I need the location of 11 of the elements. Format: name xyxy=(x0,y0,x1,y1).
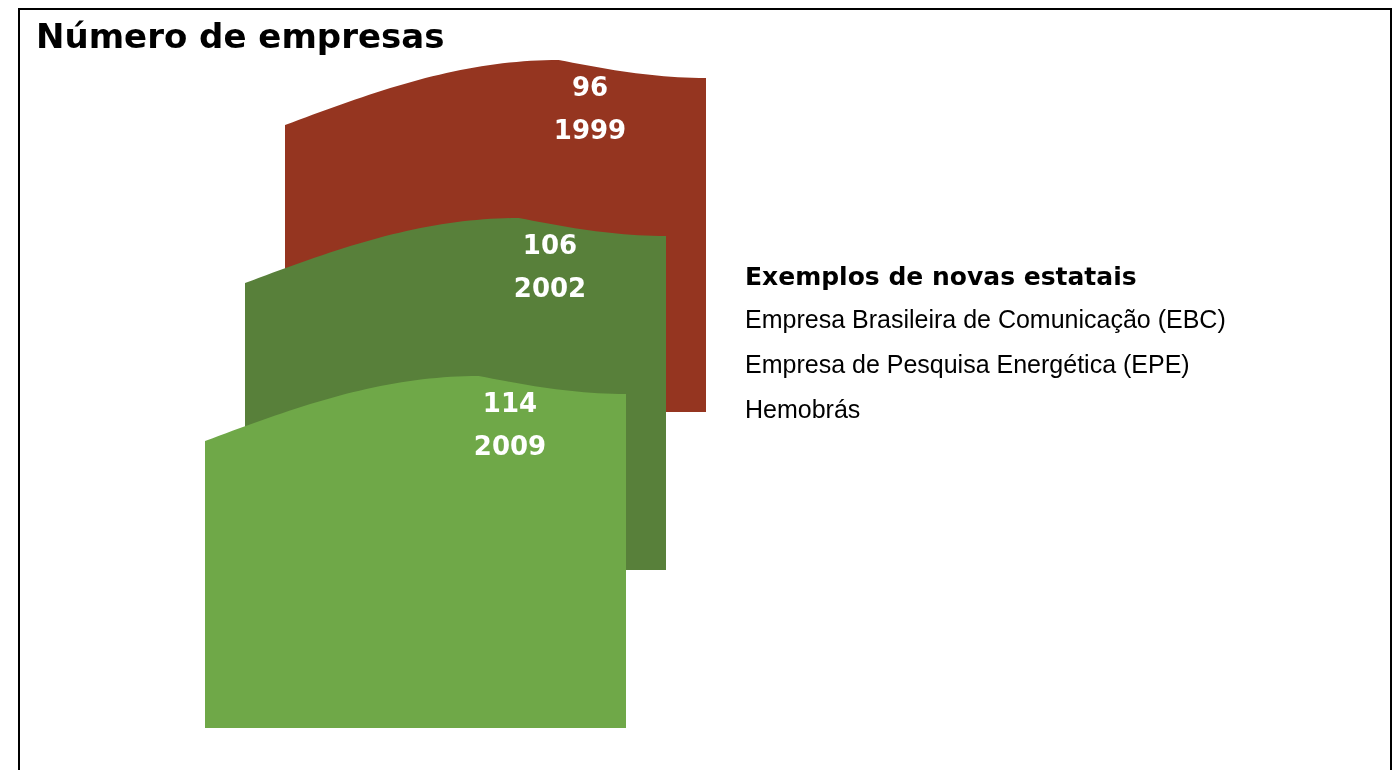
text: Empresa de Pesquisa Energética (EPE) xyxy=(745,350,1191,379)
data-label: 106 xyxy=(522,229,578,260)
category-label: 2002 xyxy=(513,272,587,303)
text: Exemplos de novas estatais xyxy=(745,262,1138,291)
text: Empresa Brasileira de Comunicação (EBC) xyxy=(745,305,1226,334)
text: Hemobrás xyxy=(745,395,862,424)
category-label: 2009 xyxy=(473,430,547,461)
data-label: 114 xyxy=(482,387,538,418)
category-label: 1999 xyxy=(553,114,627,145)
data-label: 96 xyxy=(571,71,609,102)
text: Número de empresas xyxy=(36,16,445,56)
